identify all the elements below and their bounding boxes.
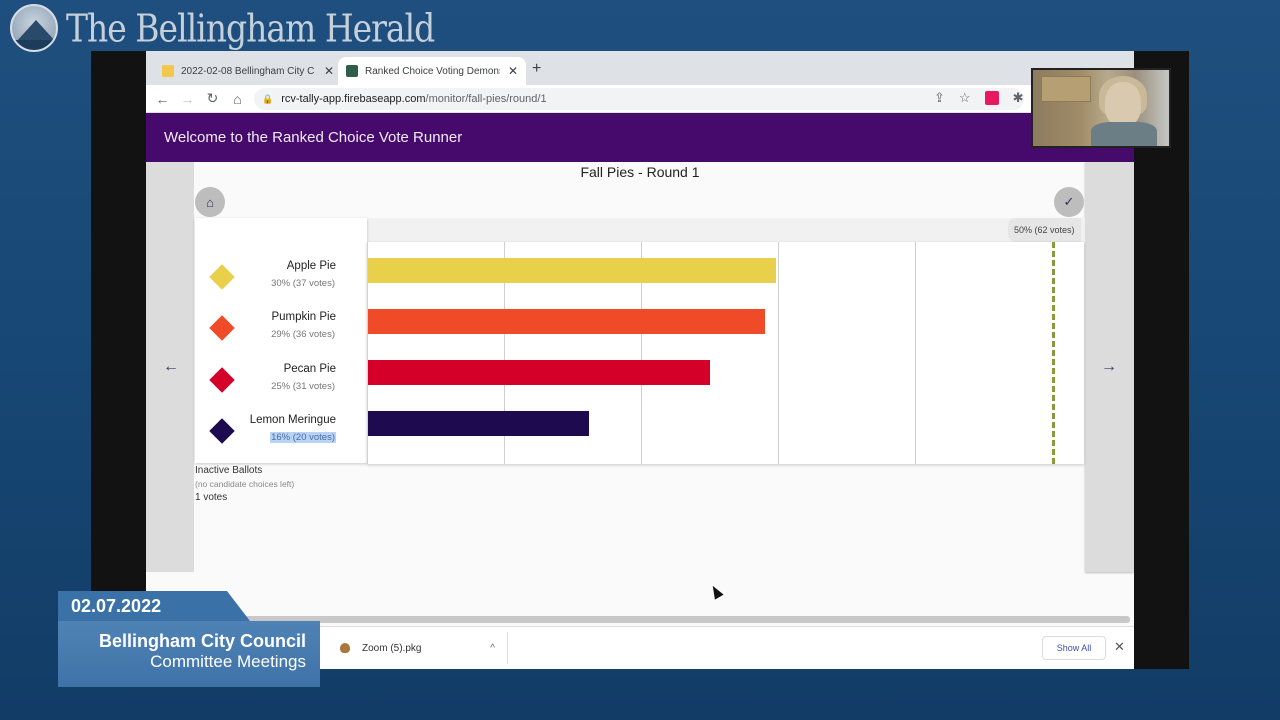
app-header: Welcome to the Ranked Choice Vote Runner	[146, 113, 1134, 162]
herald-logo-icon	[10, 4, 58, 52]
tab-city-council[interactable]: 2022-02-08 Bellingham City C ✕	[154, 57, 342, 85]
legend-item: Apple Pie 30% (37 votes)	[195, 257, 367, 308]
tab-close-icon[interactable]: ✕	[324, 64, 335, 78]
prev-round-panel[interactable]: ←	[146, 162, 194, 572]
page-title: Fall Pies - Round 1	[580, 164, 700, 180]
bar-apple-pie	[368, 258, 776, 283]
chevron-up-icon[interactable]: ^	[490, 642, 495, 654]
legend-item: Pumpkin Pie 29% (36 votes)	[195, 308, 367, 359]
majority-threshold-line	[1052, 242, 1055, 464]
candidate-votes: 30% (37 votes)	[271, 278, 335, 289]
inactive-count: 1 votes	[195, 492, 228, 503]
back-icon[interactable]: ←	[155, 90, 170, 107]
inactive-title: Inactive Ballots	[195, 465, 263, 476]
arrow-right-icon[interactable]: →	[1101, 358, 1117, 375]
forward-icon[interactable]: →	[180, 90, 195, 107]
home-icon[interactable]: ⌂	[233, 90, 242, 107]
next-round-panel[interactable]: →	[1085, 162, 1134, 572]
gridline	[641, 242, 642, 464]
home-button[interactable]: ⌂	[195, 187, 225, 217]
package-icon	[340, 643, 350, 653]
majority-threshold-label: 50% (62 votes)	[1008, 218, 1081, 242]
mouse-cursor-icon	[708, 583, 724, 600]
candidate-votes-selected: 16% (20 votes)	[270, 432, 336, 443]
download-item[interactable]: Zoom (5).pkg ^	[326, 632, 508, 664]
gridline	[915, 242, 916, 464]
share-icon[interactable]: ⇪	[934, 90, 945, 105]
confirm-button[interactable]: ✓	[1054, 187, 1084, 217]
tab-title: Ranked Choice Voting Demonstr	[365, 65, 500, 77]
herald-name: The Bellingham Herald	[66, 5, 435, 51]
herald-branding: The Bellingham Herald	[10, 4, 435, 52]
address-bar[interactable]: 🔒 rcv-tally-app.firebaseapp.com/monitor/…	[254, 88, 1024, 110]
inactive-ballots: Inactive Ballots (no candidate choices l…	[195, 465, 294, 503]
home-icon: ⌂	[206, 194, 214, 210]
candidate-name: Pecan Pie	[283, 363, 336, 375]
broadcast-date: 02.07.2022	[58, 591, 250, 621]
new-tab-button[interactable]: +	[532, 60, 542, 77]
horizontal-scrollbar[interactable]	[146, 616, 1130, 623]
extensions-puzzle-icon[interactable]: ✱	[1012, 90, 1024, 105]
meeting-type: Committee Meetings	[150, 652, 306, 671]
bar-pumpkin-pie	[368, 309, 765, 334]
threshold-track	[367, 218, 1085, 242]
tab-strip: 2022-02-08 Bellingham City C ✕ Ranked Ch…	[146, 51, 1134, 85]
candidate-name: Apple Pie	[286, 260, 336, 272]
candidate-votes: 25% (31 votes)	[271, 381, 335, 392]
inactive-subtitle: (no candidate choices left)	[195, 479, 295, 489]
url-host: rcv-tally-app.firebaseapp.com	[281, 93, 426, 105]
candidate-name: Pumpkin Pie	[271, 311, 336, 323]
download-filename: Zoom (5).pkg	[362, 642, 422, 654]
app-favicon-icon	[346, 65, 358, 77]
app-body: ← → Fall Pies - Round 1 ⌂ ✓ 50% (62 vote…	[146, 162, 1134, 622]
tab-close-icon[interactable]: ✕	[508, 64, 519, 78]
org-name: Bellingham City Council	[98, 631, 306, 651]
diamond-marker-icon	[209, 367, 235, 393]
extension-icon[interactable]	[984, 91, 999, 105]
diamond-marker-icon	[209, 264, 235, 290]
diamond-marker-icon	[209, 418, 235, 444]
lock-icon: 🔒	[262, 93, 274, 104]
show-all-button[interactable]: Show All	[1042, 636, 1106, 660]
browser-toolbar: ← → ↻ ⌂ 🔒 rcv-tally-app.firebaseapp.com /…	[146, 85, 1134, 113]
arrow-left-icon[interactable]: ←	[163, 358, 179, 375]
url-path: /monitor/fall-pies/round/1	[425, 93, 547, 105]
browser-window: 2022-02-08 Bellingham City C ✕ Ranked Ch…	[146, 51, 1134, 669]
bar-lemon-meringue	[368, 411, 589, 436]
candidate-votes: 29% (36 votes)	[271, 329, 335, 340]
gridline	[778, 242, 779, 464]
broadcast-lower-third: Bellingham City Council Committee Meetin…	[58, 621, 320, 687]
vote-bar-chart	[367, 242, 1084, 464]
bar-pecan-pie	[368, 360, 710, 385]
candidate-legend: Apple Pie 30% (37 votes) Pumpkin Pie 29%…	[195, 218, 367, 463]
check-icon: ✓	[1063, 194, 1075, 209]
slides-favicon-icon	[162, 65, 174, 77]
reload-icon[interactable]: ↻	[206, 90, 219, 106]
diamond-marker-icon	[209, 315, 235, 341]
gridline	[504, 242, 505, 464]
bookmark-star-icon[interactable]: ☆	[958, 90, 971, 105]
candidate-name: Lemon Meringue	[249, 414, 336, 426]
tab-title: 2022-02-08 Bellingham City C	[181, 65, 315, 77]
legend-item: Lemon Meringue 16% (20 votes)	[195, 411, 367, 462]
close-download-bar-icon[interactable]: ✕	[1114, 639, 1125, 654]
tab-ranked-choice[interactable]: Ranked Choice Voting Demonstr ✕	[338, 57, 527, 85]
webcam-video	[1031, 68, 1171, 148]
legend-item: Pecan Pie 25% (31 votes)	[195, 360, 367, 411]
app-title: Welcome to the Ranked Choice Vote Runner	[164, 129, 463, 146]
